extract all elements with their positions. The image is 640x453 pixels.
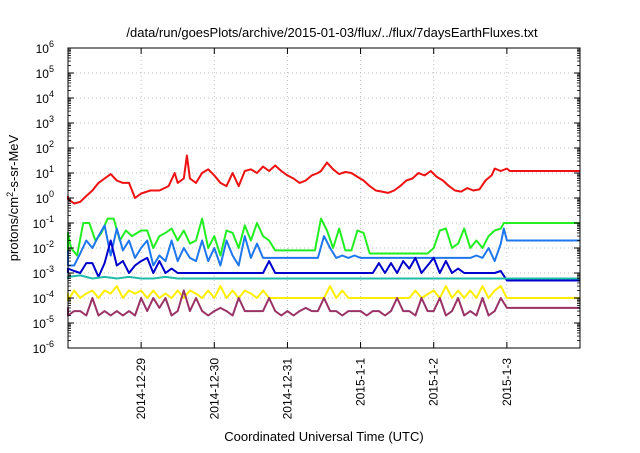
y-tick-base: 10 <box>36 192 50 206</box>
y-tick-exponent: 1 <box>49 164 54 174</box>
y-axis-label: protons/cm2-s-sr-MeV <box>5 134 21 261</box>
x-tick-label: 2015-1-1 <box>354 358 368 406</box>
chart-title: /data/run/goesPlots/archive/2015-01-03/f… <box>126 25 538 40</box>
series-line-1 <box>67 154 580 205</box>
x-axis-label: Coordinated Universal Time (UTC) <box>224 429 423 444</box>
y-tick-base: 10 <box>36 92 50 106</box>
y-tick-label: 100 <box>36 189 54 206</box>
y-axis-label-sup: 2 <box>5 192 15 197</box>
y-tick-label: 103 <box>36 114 54 131</box>
y-tick-base: 10 <box>36 167 50 181</box>
y-tick-label: 10-3 <box>33 264 54 281</box>
y-tick-base: 10 <box>33 242 47 256</box>
x-tick-label: 2015-1-2 <box>427 358 441 406</box>
y-tick-base: 10 <box>33 342 47 356</box>
y-tick-label: 101 <box>36 164 54 181</box>
series-line-4 <box>67 239 580 282</box>
y-tick-base: 10 <box>33 267 47 281</box>
y-tick-exponent: -2 <box>46 239 54 249</box>
y-tick-label: 10-6 <box>33 339 54 356</box>
y-tick-exponent: 6 <box>49 39 54 49</box>
x-axis: 2014-12-29 2014-12-30 2014-12-31 2015-1-1 20… <box>134 48 514 419</box>
y-tick-exponent: -3 <box>46 264 54 274</box>
y-tick-base: 10 <box>36 67 50 81</box>
x-tick-label: 2015-1-3 <box>500 358 514 406</box>
y-axis-label-text: protons/cm <box>6 197 21 261</box>
y-tick-base: 10 <box>36 42 50 56</box>
series-line-3 <box>67 224 580 267</box>
y-tick-label: 10-2 <box>33 239 54 256</box>
series-layer <box>67 154 580 317</box>
x-tick-label: 2014-12-31 <box>280 358 294 420</box>
y-tick-base: 10 <box>36 142 50 156</box>
y-tick-exponent: -6 <box>46 339 54 349</box>
y-tick-label: 10-4 <box>33 289 54 306</box>
y-axis: 10-610-510-410-310-210-11001011021031041… <box>33 39 580 356</box>
y-tick-exponent: -5 <box>46 314 54 324</box>
y-tick-label: 106 <box>36 39 54 56</box>
y-tick-exponent: -1 <box>46 214 54 224</box>
y-tick-exponent: 2 <box>49 139 54 149</box>
y-tick-exponent: 0 <box>49 189 54 199</box>
y-tick-label: 105 <box>36 64 54 81</box>
x-tick-label: 2014-12-30 <box>207 358 221 420</box>
y-tick-base: 10 <box>36 117 50 131</box>
y-tick-label: 102 <box>36 139 54 156</box>
x-tick-label: 2014-12-29 <box>134 358 148 420</box>
y-tick-base: 10 <box>33 317 47 331</box>
y-tick-label: 10-5 <box>33 314 54 331</box>
y-tick-exponent: 5 <box>49 64 54 74</box>
y-tick-exponent: -4 <box>46 289 54 299</box>
y-tick-base: 10 <box>33 292 47 306</box>
y-tick-label: 10-1 <box>33 214 54 231</box>
series-line-2 <box>67 217 580 257</box>
series-line-6 <box>67 285 580 302</box>
series-line-5 <box>67 274 580 280</box>
y-tick-base: 10 <box>33 217 47 231</box>
series-line-7 <box>67 289 580 317</box>
y-tick-label: 104 <box>36 89 54 106</box>
y-axis-label-rest: -s-sr-MeV <box>6 134 21 191</box>
y-tick-exponent: 4 <box>49 89 54 99</box>
y-tick-exponent: 3 <box>49 114 54 124</box>
